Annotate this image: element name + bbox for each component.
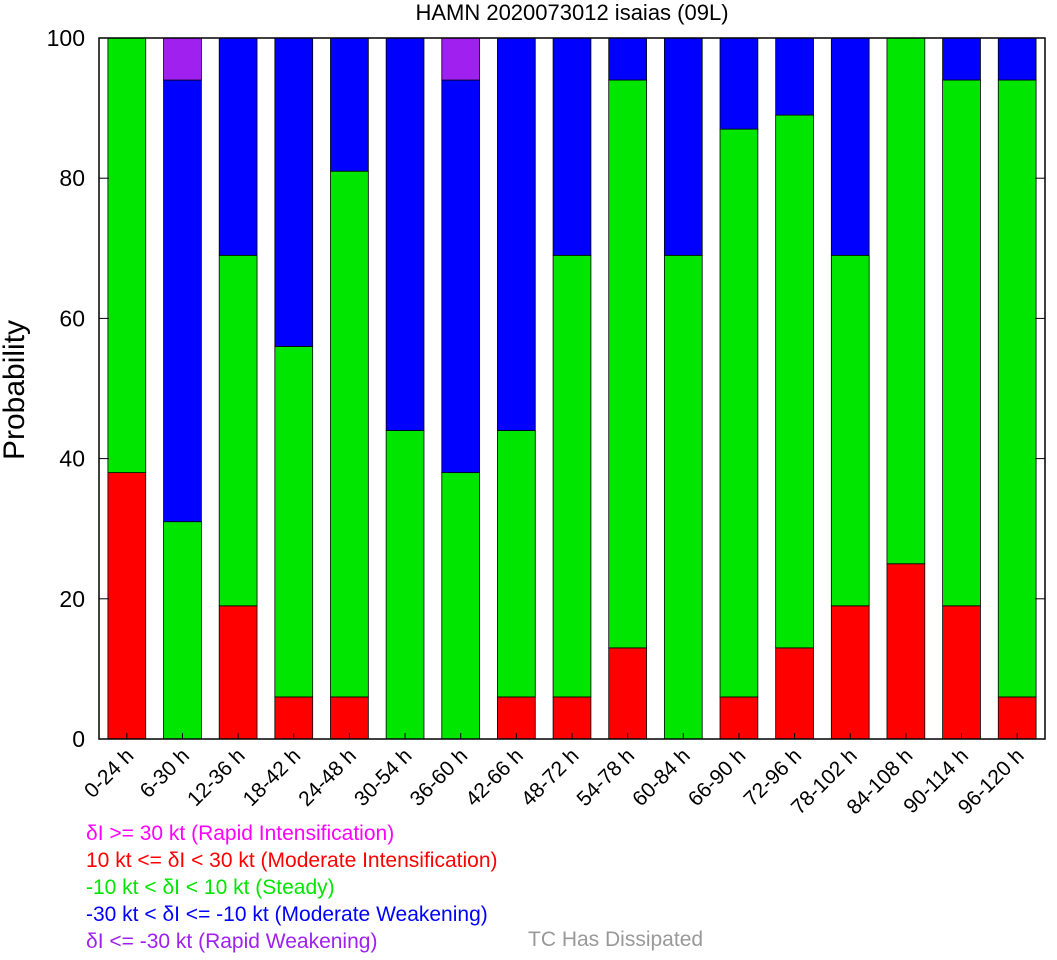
bar-segment-mod_weak-13 bbox=[830, 37, 870, 256]
x-tick-label: 36-60 h bbox=[406, 744, 473, 811]
bar-segment-steady-6 bbox=[441, 472, 481, 740]
bar-segment-mod_intens-7 bbox=[497, 696, 536, 740]
bar-segment-rapid_weak-6 bbox=[441, 37, 481, 81]
bar-segment-mod_weak-1 bbox=[163, 79, 202, 523]
bar-segment-mod_weak-16 bbox=[997, 37, 1037, 81]
bar-segment-mod_weak-6 bbox=[441, 79, 481, 474]
bar-segment-mod_weak-10 bbox=[663, 37, 703, 256]
chart-title: HAMN 2020073012 isaias (09L) bbox=[415, 0, 728, 25]
bar-segment-mod_intens-4 bbox=[330, 696, 369, 740]
bar-segment-steady-4 bbox=[330, 170, 369, 698]
bar-segment-mod_intens-2 bbox=[218, 605, 258, 740]
x-tick-label: 30-54 h bbox=[350, 744, 417, 811]
bar-segment-steady-16 bbox=[997, 79, 1037, 698]
y-axis-label: Probability bbox=[0, 320, 31, 460]
bar-segment-steady-13 bbox=[830, 254, 870, 607]
bar-segment-mod_intens-16 bbox=[997, 696, 1037, 740]
bar-segment-mod_intens-11 bbox=[719, 696, 759, 740]
bar-segment-mod_intens-15 bbox=[942, 605, 981, 740]
bar-segment-steady-11 bbox=[719, 128, 759, 698]
bar-segment-steady-2 bbox=[218, 254, 258, 607]
bar-segment-steady-15 bbox=[942, 79, 981, 607]
y-tick-label: 80 bbox=[59, 165, 85, 191]
x-tick-label: 48-72 h bbox=[517, 744, 584, 811]
x-tick-label: 42-66 h bbox=[461, 744, 528, 811]
bar-segment-mod_weak-7 bbox=[497, 37, 536, 431]
legend-rapid-intensification: δI >= 30 kt (Rapid Intensification) bbox=[86, 822, 395, 845]
bar-segment-mod_weak-15 bbox=[942, 37, 981, 81]
y-axis: 0 20 40 60 80 100 bbox=[47, 25, 1045, 752]
legend-steady: -10 kt < δI < 10 kt (Steady) bbox=[86, 876, 335, 899]
legend: δI >= 30 kt (Rapid Intensification) 10 k… bbox=[86, 820, 498, 955]
bar-segment-mod_weak-9 bbox=[608, 37, 647, 81]
legend-moderate-intensification: 10 kt <= δI < 30 kt (Moderate Intensific… bbox=[86, 849, 498, 872]
x-tick-label: 60-84 h bbox=[628, 744, 695, 811]
y-tick-label: 40 bbox=[59, 446, 85, 472]
bar-segment-steady-8 bbox=[552, 254, 592, 698]
bar-segment-steady-10 bbox=[663, 254, 703, 740]
bar-segment-mod_intens-12 bbox=[775, 647, 814, 740]
bar-segment-mod_intens-3 bbox=[274, 696, 314, 740]
legend-moderate-weakening: -30 kt < δI <= -10 kt (Moderate Weakenin… bbox=[86, 903, 488, 926]
bar-segment-mod_weak-4 bbox=[330, 37, 369, 172]
legend-rapid-weakening: δI <= -30 kt (Rapid Weakening) bbox=[86, 930, 378, 953]
bar-segment-steady-14 bbox=[886, 37, 926, 565]
x-tick-label: 66-90 h bbox=[684, 744, 751, 811]
bar-segment-mod_weak-2 bbox=[218, 37, 258, 256]
bar-segment-mod_weak-5 bbox=[385, 37, 425, 431]
bar-segment-mod_weak-11 bbox=[719, 37, 759, 130]
bar-segment-steady-9 bbox=[608, 79, 647, 649]
bar-segment-mod_intens-8 bbox=[552, 696, 592, 740]
bar-segment-steady-1 bbox=[163, 521, 202, 740]
bar-segment-mod_intens-0 bbox=[107, 472, 147, 740]
bar-segment-steady-0 bbox=[107, 37, 147, 474]
tc-dissipated-note: TC Has Dissipated bbox=[528, 928, 704, 951]
bar-segment-mod_weak-12 bbox=[775, 37, 814, 116]
x-axis: 0-24 h6-30 h12-36 h18-42 h24-48 h30-54 h… bbox=[80, 733, 1029, 819]
bar-segment-steady-12 bbox=[775, 114, 814, 649]
y-tick-label: 20 bbox=[59, 586, 85, 612]
bar-segment-steady-5 bbox=[385, 430, 425, 740]
x-tick-label: 24-48 h bbox=[294, 744, 361, 811]
bars-group bbox=[107, 37, 1037, 740]
bar-segment-mod_intens-9 bbox=[608, 647, 647, 740]
x-tick-label: 12-36 h bbox=[183, 744, 250, 811]
y-tick-label: 0 bbox=[72, 726, 85, 752]
x-tick-label: 0-24 h bbox=[80, 744, 138, 802]
y-tick-label: 100 bbox=[47, 25, 85, 51]
bar-segment-mod_intens-13 bbox=[830, 605, 870, 740]
x-tick-label: 54-78 h bbox=[573, 744, 640, 811]
x-tick-label: 18-42 h bbox=[239, 744, 306, 811]
bar-segment-rapid_weak-1 bbox=[163, 37, 202, 81]
bar-segment-steady-7 bbox=[497, 430, 536, 698]
bar-segment-mod_weak-8 bbox=[552, 37, 592, 256]
bar-segment-steady-3 bbox=[274, 346, 314, 698]
bar-segment-mod_intens-14 bbox=[886, 563, 926, 740]
y-tick-label: 60 bbox=[59, 305, 85, 331]
bar-segment-mod_weak-3 bbox=[274, 37, 314, 347]
